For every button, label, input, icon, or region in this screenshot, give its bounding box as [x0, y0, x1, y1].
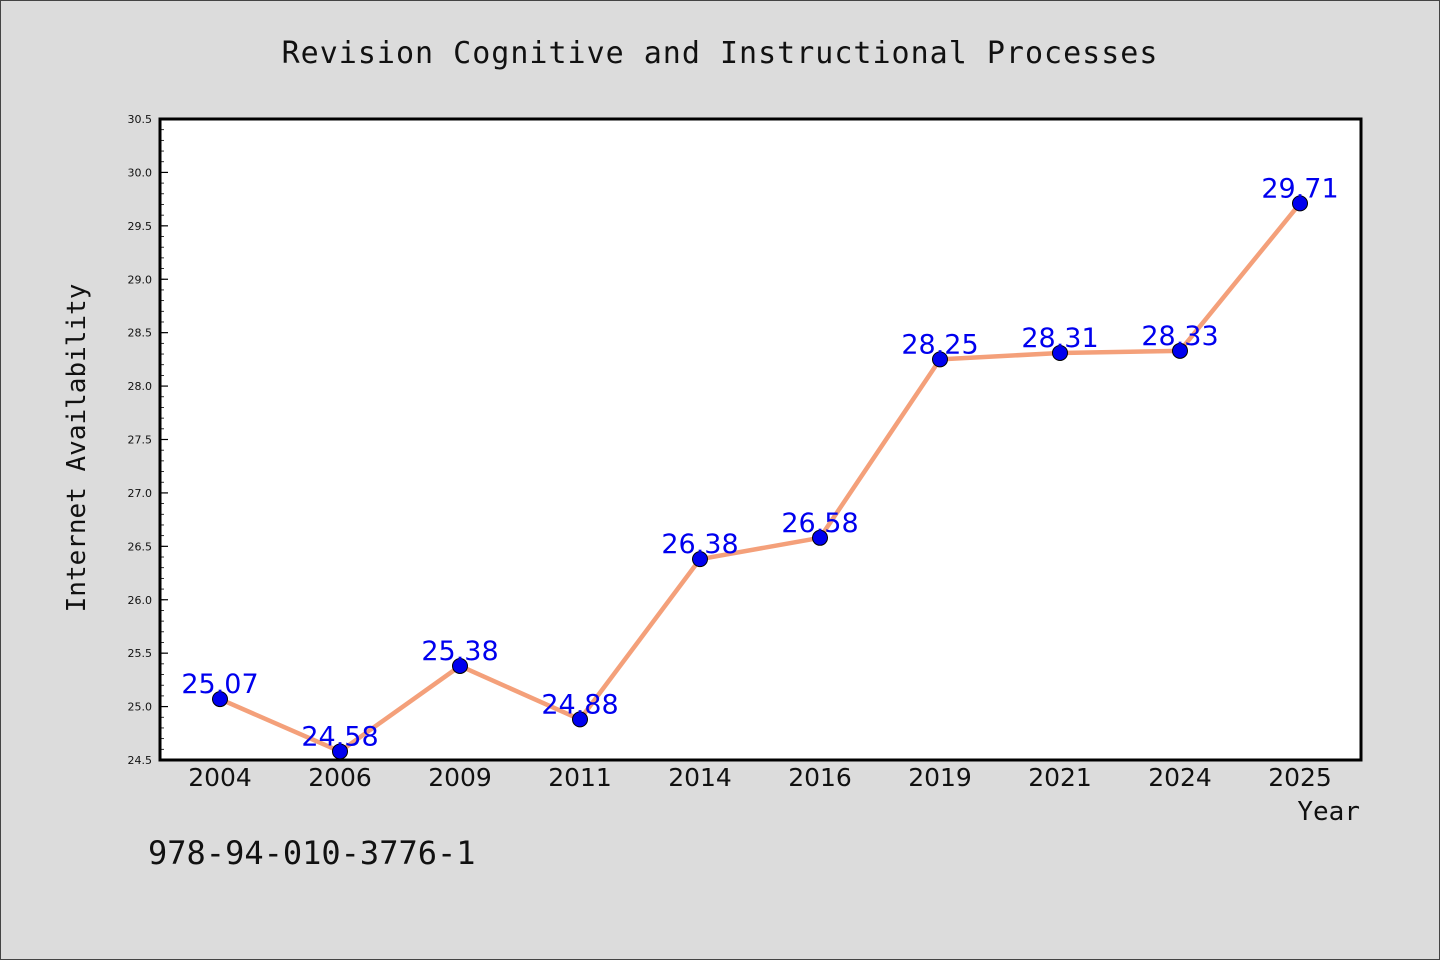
isbn-text: 978-94-010-3776-1	[148, 834, 476, 872]
data-point	[692, 551, 708, 568]
data-point	[932, 351, 948, 368]
x-tick-label: 2006	[308, 763, 372, 792]
y-tick-label: 25.0	[128, 701, 153, 714]
y-tick-label: 29.0	[128, 273, 153, 286]
data-label: 24.88	[541, 689, 618, 720]
chart-title: Revision Cognitive and Instructional Pro…	[282, 36, 1159, 71]
data-point	[1292, 195, 1308, 212]
data-point	[812, 529, 828, 546]
y-tick-label: 27.0	[128, 487, 153, 500]
data-point	[572, 711, 588, 728]
data-point	[1172, 342, 1188, 359]
data-label: 24.58	[301, 721, 378, 752]
y-tick-label: 30.5	[128, 113, 153, 126]
data-label: 25.07	[181, 669, 258, 700]
y-tick-label: 24.5	[128, 754, 153, 767]
y-tick-label: 30.0	[128, 166, 153, 179]
x-axis-label: Year	[1297, 797, 1360, 827]
x-tick-label: 2021	[1028, 763, 1092, 792]
y-tick-label: 28.0	[128, 380, 153, 393]
x-axis: 2004 2006 2009 2011 2014 2016 2019 2021 2024 2025	[188, 763, 1332, 792]
data-label: 26.38	[661, 529, 738, 560]
data-label: 28.31	[1021, 323, 1098, 354]
data-label: 28.25	[901, 329, 978, 360]
data-labels: 25.07 24.58 25.38 24.88 26.38 26.58 28.25 28.31…	[181, 173, 1338, 752]
x-tick-label: 2016	[788, 763, 852, 792]
x-tick-label: 2009	[428, 763, 492, 792]
x-tick-label: 2019	[908, 763, 972, 792]
data-point	[1052, 344, 1068, 361]
y-tick-label: 25.5	[128, 647, 153, 660]
y-axis: 24.5 25.0 25.5 26.0 26.5 27.0 27.5 28.0 28.5 29.0…	[128, 113, 168, 767]
y-tick-label: 29.5	[128, 220, 153, 233]
data-label: 29.71	[1261, 173, 1338, 204]
y-tick-label: 26.5	[128, 540, 153, 553]
y-tick-label: 27.5	[128, 434, 153, 447]
data-point	[452, 657, 468, 674]
data-label: 25.38	[421, 636, 498, 667]
series-line	[219, 201, 1302, 754]
series-layer	[212, 195, 1308, 760]
x-tick-label: 2004	[188, 763, 252, 792]
data-point	[212, 691, 228, 708]
x-tick-label: 2025	[1268, 763, 1332, 792]
x-tick-label: 2011	[548, 763, 612, 792]
y-tick-label: 26.0	[128, 594, 153, 607]
x-tick-label: 2024	[1148, 763, 1212, 792]
data-label: 26.58	[781, 508, 858, 539]
data-point	[332, 743, 348, 760]
data-label: 28.33	[1141, 321, 1218, 352]
plot-area	[158, 117, 1363, 762]
y-axis-label: Internet Availability	[62, 284, 92, 613]
y-tick-label: 28.5	[128, 327, 153, 340]
x-tick-label: 2014	[668, 763, 732, 792]
